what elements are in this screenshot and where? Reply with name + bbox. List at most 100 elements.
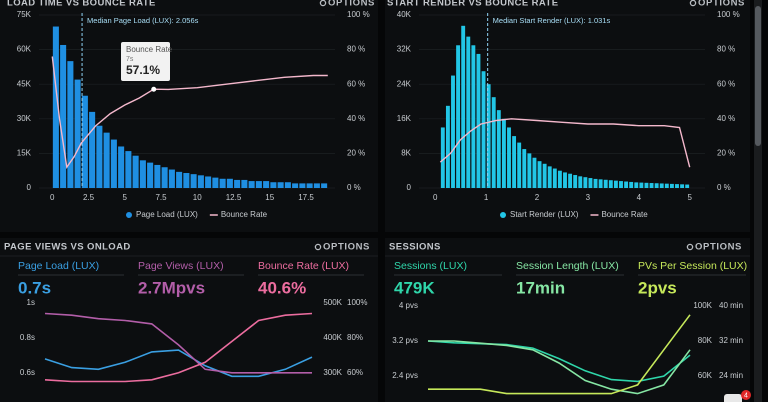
y3-tick-label: 24 min <box>719 371 743 380</box>
y2-tick-label: 300K <box>323 368 342 377</box>
series-line <box>44 312 313 383</box>
scrollbar-thumb[interactable] <box>755 6 761 146</box>
metric-label: Sessions (LUX) <box>394 260 467 272</box>
bar <box>476 53 481 188</box>
bar <box>81 95 88 188</box>
y3-tick-label: 100% <box>347 298 367 307</box>
bar <box>89 111 96 188</box>
panel <box>385 0 750 232</box>
badge-count: 4 <box>744 392 748 399</box>
bar <box>96 125 103 188</box>
bar <box>241 179 248 188</box>
bar <box>608 180 613 188</box>
legend-swatch <box>126 212 132 218</box>
bar <box>226 178 233 188</box>
bar <box>547 166 552 188</box>
tooltip-box <box>121 42 170 81</box>
bar <box>685 184 690 188</box>
y-tick-label: 4 pvs <box>399 301 418 310</box>
bar <box>471 45 476 189</box>
bar <box>168 169 175 188</box>
panel-title: LOAD TIME VS BOUNCE RATE <box>7 0 156 9</box>
bar <box>255 181 262 188</box>
legend-label: Bounce Rate <box>221 210 268 219</box>
y2-tick-label: 80K <box>698 336 713 345</box>
bar <box>527 153 532 188</box>
x-tick-label: 0 <box>433 193 438 202</box>
legend-label: Page Load (LUX) <box>136 210 198 219</box>
y-tick-label: 2.4 pvs <box>392 371 418 380</box>
notification[interactable]: 4 <box>724 390 751 402</box>
metric-value: 2.7Mpvs <box>138 278 205 297</box>
options-button[interactable]: OPTIONS <box>695 242 742 253</box>
bar <box>593 178 598 188</box>
y-tick-label: 30K <box>17 114 32 123</box>
bar <box>190 174 197 188</box>
x-tick-label: 15 <box>265 193 274 202</box>
tooltip-subtitle: 7s <box>126 56 134 63</box>
bar <box>680 184 685 188</box>
metric-value: 2pvs <box>638 278 677 297</box>
bar <box>675 184 679 188</box>
y-tick-label: 0 <box>27 183 32 192</box>
y2-tick-label: 20 % <box>717 149 735 158</box>
legend-swatch <box>500 212 506 218</box>
bar <box>664 183 669 188</box>
bar <box>60 44 67 189</box>
metric-value: 0.7s <box>18 278 51 297</box>
bar <box>248 181 255 188</box>
y-tick-label: 3.2 pvs <box>392 336 418 345</box>
bar <box>598 179 603 188</box>
tooltip-title: Bounce Rate <box>126 45 173 54</box>
x-tick-label: 2 <box>535 193 540 202</box>
metric-value: 40.6% <box>258 278 306 297</box>
bar <box>557 170 562 188</box>
y2-tick-label: 0 % <box>717 183 731 192</box>
panel-title: PAGE VIEWS VS ONLOAD <box>4 242 131 253</box>
bar <box>277 182 284 188</box>
bar <box>496 110 501 188</box>
bar <box>659 183 664 188</box>
bar <box>292 183 299 188</box>
x-tick-label: 1 <box>484 193 489 202</box>
options-button[interactable]: OPTIONS <box>698 0 745 9</box>
y-tick-label: 24K <box>397 79 412 88</box>
y-tick-label: 1s <box>27 298 35 307</box>
bounce-line <box>439 118 691 168</box>
y2-tick-label: 60 % <box>347 79 365 88</box>
x-tick-label: 17.5 <box>298 193 314 202</box>
y2-tick-label: 80 % <box>347 45 365 54</box>
series-line <box>428 340 691 395</box>
series-line <box>44 312 312 374</box>
y-tick-label: 0.6s <box>20 368 35 377</box>
y2-tick-label: 400K <box>323 333 342 342</box>
bar <box>532 157 537 188</box>
bar <box>176 171 183 188</box>
y2-tick-label: 100K <box>693 301 712 310</box>
bar <box>619 181 623 188</box>
metric-label: Page Views (LUX) <box>138 260 224 272</box>
bar <box>634 182 639 188</box>
bar <box>451 75 455 188</box>
x-tick-label: 0 <box>50 193 55 202</box>
bar <box>466 36 471 188</box>
bar <box>306 183 313 188</box>
legend-label: Start Render (LUX) <box>510 210 579 219</box>
bar <box>299 183 306 188</box>
options-button[interactable]: OPTIONS <box>328 0 375 9</box>
x-tick-label: 3 <box>586 193 591 202</box>
panel-title: SESSIONS <box>389 242 441 253</box>
y3-tick-label: 40 min <box>719 301 743 310</box>
metric-label: Page Load (LUX) <box>18 260 99 272</box>
options-button[interactable]: OPTIONS <box>323 242 370 253</box>
chat-button[interactable] <box>724 394 742 402</box>
panel <box>385 238 750 402</box>
y2-tick-label: 20 % <box>347 149 365 158</box>
series-line <box>428 314 691 395</box>
y2-tick-label: 60K <box>698 371 713 380</box>
bar <box>588 178 593 188</box>
bar <box>132 155 139 188</box>
bar <box>263 181 270 188</box>
metric-label: PVs Per Session (LUX) <box>638 260 747 272</box>
